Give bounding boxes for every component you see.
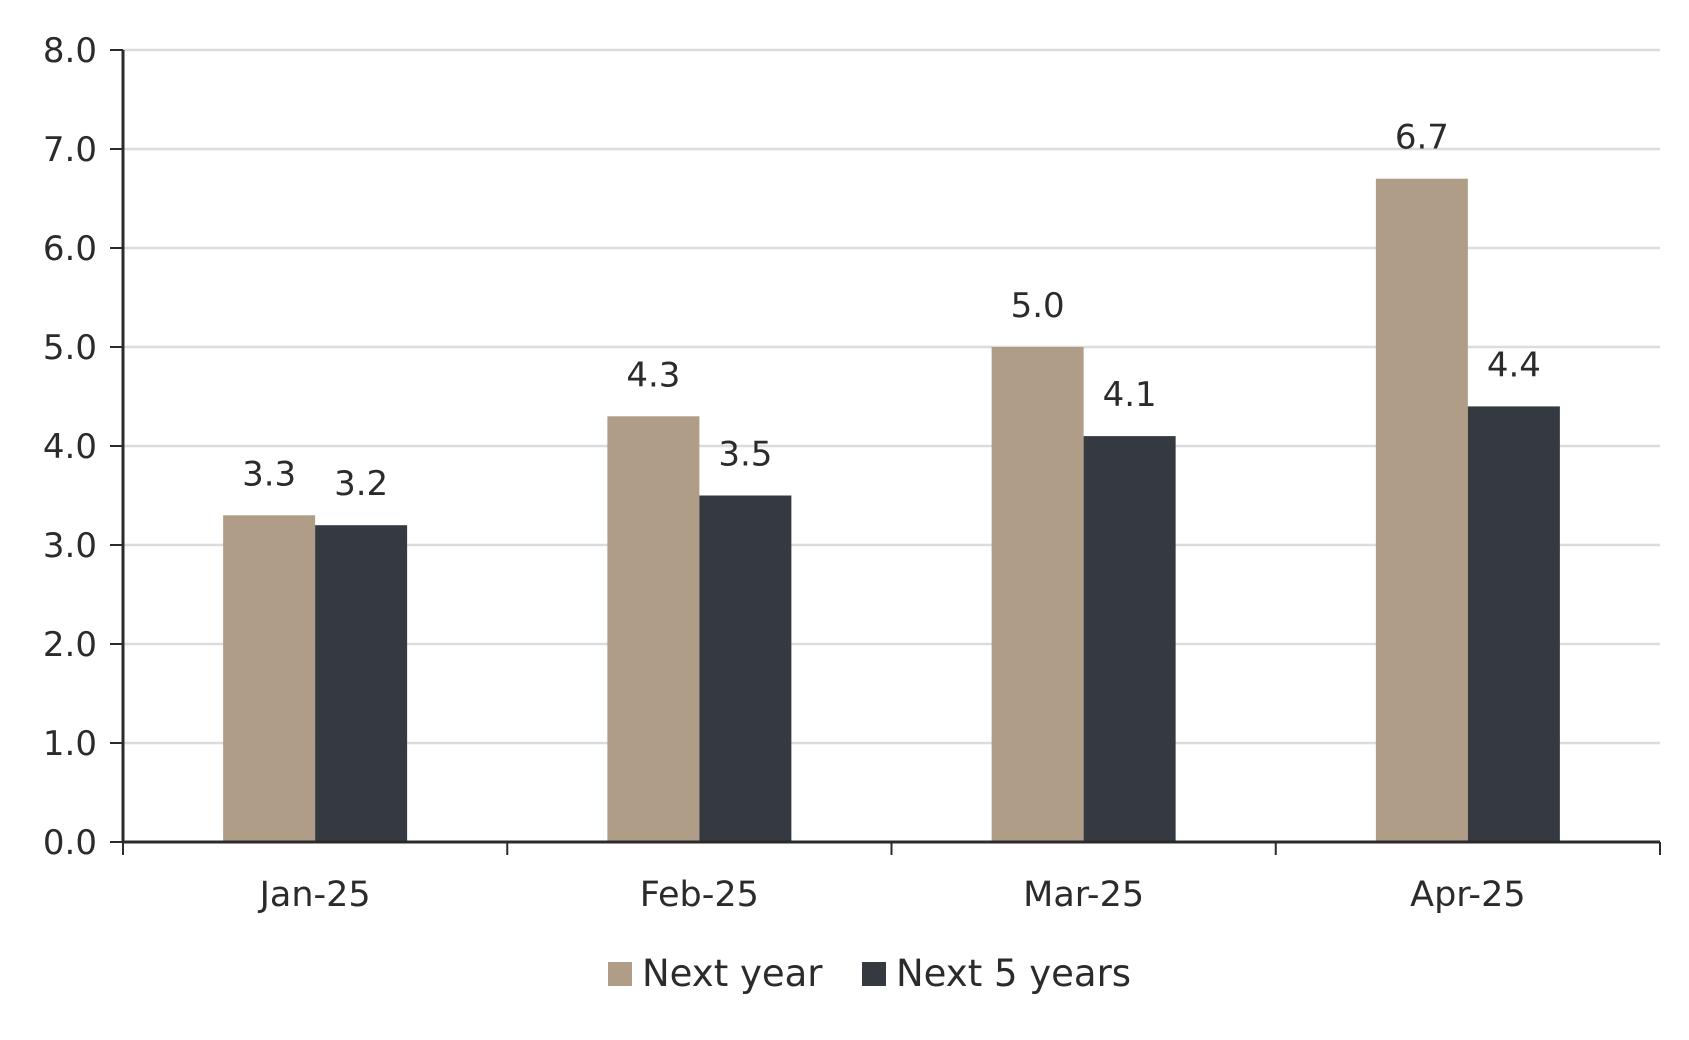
legend-label: Next year	[642, 952, 823, 995]
y-tick-label: 2.0	[43, 625, 97, 665]
bar-next-year	[1375, 178, 1468, 842]
data-label: 5.0	[1011, 286, 1065, 326]
bar-next-5-years	[699, 495, 792, 842]
y-tick-label: 5.0	[43, 328, 97, 368]
y-tick-label: 0.0	[43, 823, 97, 863]
x-category-label: Apr-25	[1410, 875, 1525, 915]
legend: Next year Next 5 years	[608, 952, 1131, 995]
data-label: 4.4	[1487, 345, 1541, 385]
bar-next-year	[223, 515, 316, 842]
y-tick-label: 4.0	[43, 427, 97, 467]
data-label: 3.5	[718, 435, 772, 475]
y-tick-label: 3.0	[43, 526, 97, 566]
data-label: 3.2	[334, 464, 388, 504]
x-category-label: Feb-25	[640, 875, 759, 915]
legend-swatch	[862, 962, 886, 986]
x-category-label: Jan-25	[258, 875, 371, 915]
legend-label: Next 5 years	[896, 952, 1131, 995]
data-label: 4.1	[1103, 375, 1157, 415]
y-tick-label: 1.0	[43, 724, 97, 764]
bar-next-5-years	[1467, 406, 1560, 842]
bar-next-5-years	[1083, 436, 1176, 842]
legend-swatch	[608, 962, 632, 986]
bar-next-year	[991, 347, 1084, 842]
labels: 0.0 1.0 2.0 3.0 4.0 5.0 6.0 7.0 8.0 3.3 3.2 Jan-25 4…	[43, 31, 1541, 915]
y-tick-label: 8.0	[43, 31, 97, 71]
y-tick-label: 7.0	[43, 130, 97, 170]
data-label: 3.3	[242, 454, 296, 494]
bars	[223, 178, 1560, 842]
data-label: 4.3	[626, 355, 680, 395]
bar-next-5-years	[315, 525, 408, 842]
x-category-label: Mar-25	[1023, 875, 1144, 915]
axes	[110, 49, 1661, 855]
bar-next-year	[607, 416, 700, 842]
y-tick-label: 6.0	[43, 229, 97, 269]
data-label: 6.7	[1395, 118, 1449, 158]
